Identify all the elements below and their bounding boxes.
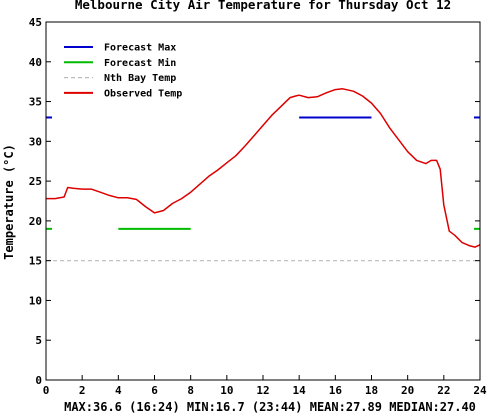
reference-lines-layer [46,116,480,262]
legend-label-observed-temp: Observed Temp [104,88,182,99]
y-tick-label: 25 [29,175,42,188]
legend-label-nth-bay-temp: Nth Bay Temp [104,73,176,84]
y-tick-label: 45 [29,16,42,29]
x-tick-label: 2 [79,384,86,397]
x-tick-label: 4 [115,384,122,397]
x-tick-label: 18 [365,384,378,397]
observed-temp-series [46,88,481,248]
y-tick-label: 15 [29,255,42,268]
x-tick-label: 16 [329,384,343,397]
x-tick-label: 22 [437,384,450,397]
x-tick-label: 6 [151,384,158,397]
y-tick-label: 30 [29,135,42,148]
y-tick-label: 20 [29,215,42,228]
y-axis-label: Temperature (°C) [2,144,16,260]
y-tick-label: 10 [29,294,42,307]
x-tick-label: 12 [256,384,269,397]
x-tick-label: 24 [473,384,487,397]
x-tick-label: 10 [220,384,233,397]
x-axis: 0 2 4 6 8 10 12 14 16 18 20 22 24 [43,375,487,397]
x-tick-label: 0 [43,384,50,397]
legend: Forecast Max Forecast Min Nth Bay Temp Obse… [64,43,182,99]
stats-summary: MAX:36.6 (16:24) MIN:16.7 (23:44) MEAN:2… [64,400,476,414]
y-tick-label: 35 [29,96,42,109]
x-tick-label: 8 [187,384,194,397]
y-tick-label: 0 [35,374,42,387]
y-axis: 0 5 10 15 20 25 30 35 40 45 [29,16,480,387]
legend-label-forecast-max: Forecast Max [104,43,176,54]
x-tick-label: 20 [401,384,414,397]
y-tick-label: 40 [29,56,42,69]
observed-line-layer [46,88,481,248]
legend-label-forecast-min: Forecast Min [104,57,176,69]
chart-title: Melbourne City Air Temperature for Thurs… [75,0,451,12]
y-tick-label: 5 [35,334,42,347]
x-tick-label: 14 [293,384,307,397]
